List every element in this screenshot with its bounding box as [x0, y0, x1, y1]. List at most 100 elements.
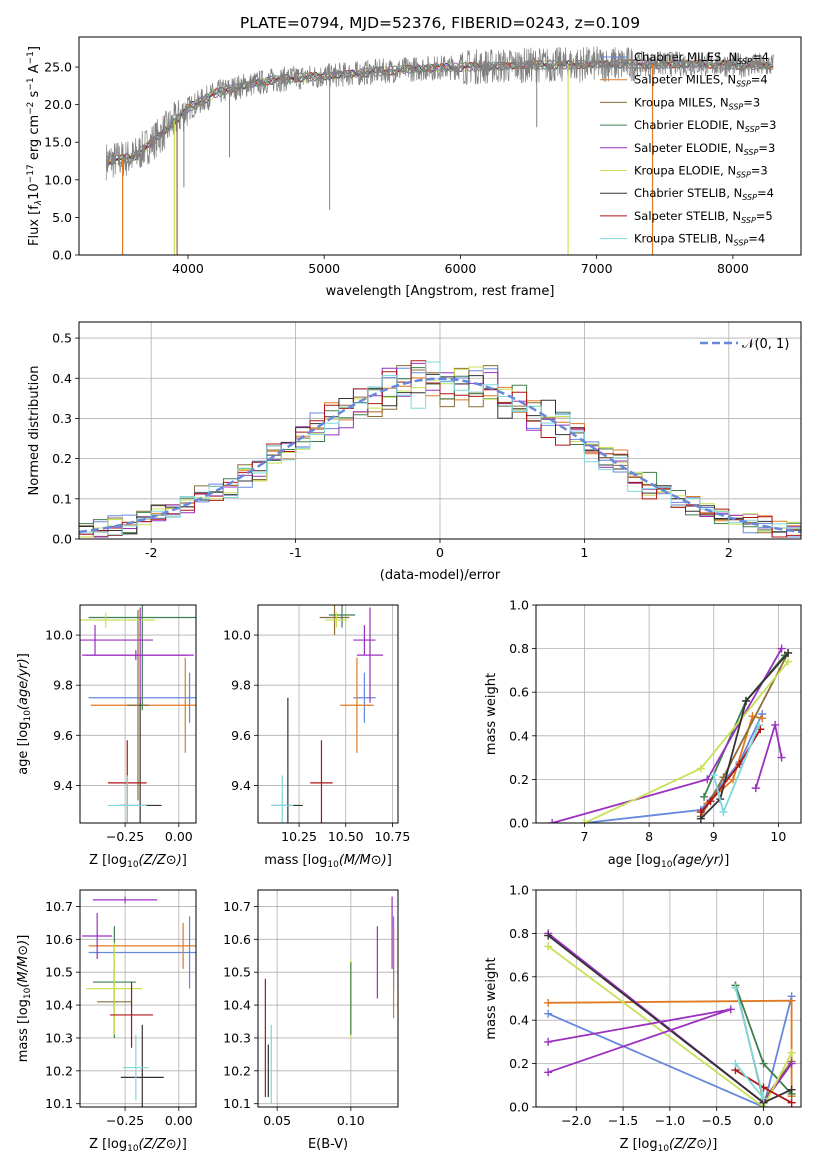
x-tick-label: 0.00 [165, 829, 193, 844]
y-tick-label: 9.8 [53, 678, 73, 693]
y-tick-label: 10.7 [45, 899, 73, 914]
weight-marker [787, 996, 796, 1005]
y-tick-label: 10.7 [223, 899, 251, 914]
legend-label: Salpeter ELODIE, NSSP=3 [634, 141, 775, 157]
histogram-series [79, 360, 801, 538]
x-tick-label: 1 [580, 545, 588, 560]
x-tick-label: 4000 [172, 261, 204, 276]
y-axis-label: mass weight [484, 673, 499, 755]
x-tick-label: −1.0 [655, 1113, 685, 1128]
weight-marker [759, 1059, 768, 1068]
y-tick-label: 10.0 [45, 628, 73, 643]
y-tick-label: 9.4 [231, 778, 251, 793]
x-tick-label: −1.5 [608, 1113, 638, 1128]
weight-series [706, 715, 763, 805]
x-axis-label: (data-model)/error [380, 568, 501, 583]
y-tick-label: 9.8 [231, 678, 251, 693]
y-tick-label: 0.4 [509, 1013, 529, 1028]
y-tick-label: 10.1 [223, 1096, 251, 1111]
weight-marker [754, 720, 763, 729]
x-tick-label: −0.25 [106, 1113, 144, 1128]
weight-marker [771, 720, 780, 729]
x-tick-label: 7000 [581, 261, 613, 276]
axes-frame [78, 36, 802, 256]
x-tick-label: 9 [710, 829, 718, 844]
x-tick-label: 0.0 [754, 1113, 774, 1128]
weight-marker [544, 931, 553, 940]
x-tick-label: -2 [145, 545, 157, 560]
weight-marker [544, 942, 553, 951]
plot-area-ebv-mass [264, 896, 395, 1104]
weight-marker [700, 792, 709, 801]
x-tick-label: 0 [436, 545, 444, 560]
weight-marker [709, 771, 718, 780]
x-axis-label: wavelength [Angstrom, rest frame] [326, 284, 555, 299]
legend-label: Kroupa ELODIE, NSSP=3 [634, 164, 768, 180]
weight-marker [580, 819, 589, 823]
weight-marker [784, 648, 793, 657]
legend-label: Kroupa STELIB, NSSP=4 [634, 232, 765, 248]
axes-spectrum: 4000 5000 6000 7000 8000 0.0 5.0 10.0 15.0 20.0 25… [26, 36, 802, 299]
y-tick-label: 0.0 [509, 1100, 529, 1115]
weight-marker [758, 714, 767, 723]
weight-marker [544, 1068, 553, 1077]
axes-ebv-mass: 0.05 0.10 10.1 10.2 10.3 10.4 10.5 10.6 10.7 E(B-… [223, 889, 399, 1152]
weight-marker [696, 808, 705, 817]
weight-marker [759, 1094, 768, 1103]
y-tick-label: 10.5 [45, 965, 73, 980]
weight-marker [544, 1037, 553, 1046]
weight-marker [696, 764, 705, 773]
y-tick-label: 10.5 [223, 965, 251, 980]
x-tick-label: 2 [725, 545, 733, 560]
x-tick-label: −2.0 [561, 1113, 591, 1128]
y-tick-label: 10.2 [45, 1063, 73, 1078]
x-tick-label: 0.10 [337, 1113, 365, 1128]
x-tick-label: 0.05 [263, 1113, 291, 1128]
y-tick-label: 9.4 [53, 778, 73, 793]
y-tick-label: 9.6 [231, 728, 251, 743]
axes-frame [257, 604, 399, 824]
y-axis-label: age [log10(age/yr)] [16, 653, 33, 775]
axes-frame [535, 604, 802, 824]
y-tick-label: 10.4 [45, 998, 73, 1013]
weight-marker [731, 1059, 740, 1068]
weight-marker [731, 983, 740, 992]
y-tick-label: 0.2 [52, 451, 72, 466]
y-tick-label: 5.0 [52, 210, 72, 225]
y-tick-label: 10.3 [45, 1030, 73, 1045]
axes-weight-z: −2.0 −1.5 −1.0 −0.5 0.0 0.0 0.2 0.4 0.6 0.8 1.0 Z [… [484, 883, 802, 1154]
y-tick-label: 0.2 [509, 1056, 529, 1071]
y-tick-label: 0.0 [52, 248, 72, 263]
x-tick-label: −0.5 [702, 1113, 732, 1128]
axes-z-mass: −0.25 0.00 10.1 10.2 10.3 10.4 10.5 10.6 10.7 Z [… [16, 889, 197, 1154]
legend-label: 𝒩(0, 1) [742, 337, 789, 352]
y-axis-label: Normed distribution [27, 366, 42, 496]
legend-label: Chabrier STELIB, NSSP=4 [634, 186, 774, 202]
x-tick-label: 10 [770, 829, 786, 844]
x-tick-label: 10.25 [281, 829, 317, 844]
axes-weight-age: 7 8 9 10 0.0 0.2 0.4 0.6 0.8 1.0 age [log10(age/yr… [484, 598, 802, 870]
y-tick-label: 1.0 [509, 883, 529, 898]
y-tick-label: 0.4 [52, 371, 72, 386]
figure-title: PLATE=0794, MJD=52376, FIBERID=0243, z=0… [240, 14, 640, 32]
y-tick-label: 10.0 [223, 628, 251, 643]
model-spectrum [106, 59, 774, 166]
plot-area-z-age [80, 605, 196, 823]
weight-marker [784, 657, 793, 666]
weight-marker [742, 696, 751, 705]
x-tick-label: 6000 [445, 261, 477, 276]
model-spectrum [105, 59, 774, 163]
model-spectrum [105, 59, 774, 164]
weight-marker [751, 784, 760, 793]
y-tick-label: 0.2 [509, 772, 529, 787]
y-tick-label: 0.8 [509, 926, 529, 941]
model-spectrum [106, 59, 774, 166]
y-tick-label: 10.4 [223, 998, 251, 1013]
weight-marker [777, 753, 786, 762]
weight-marker [706, 797, 715, 806]
axes-mass-age: 10.25 10.50 10.75 9.4 9.6 9.8 10.0 mass [log10(… [223, 604, 410, 870]
weight-series [734, 987, 765, 1099]
x-axis-label: Z [log10(Z/Z⊙)] [89, 853, 187, 870]
axes-frame [257, 889, 399, 1108]
